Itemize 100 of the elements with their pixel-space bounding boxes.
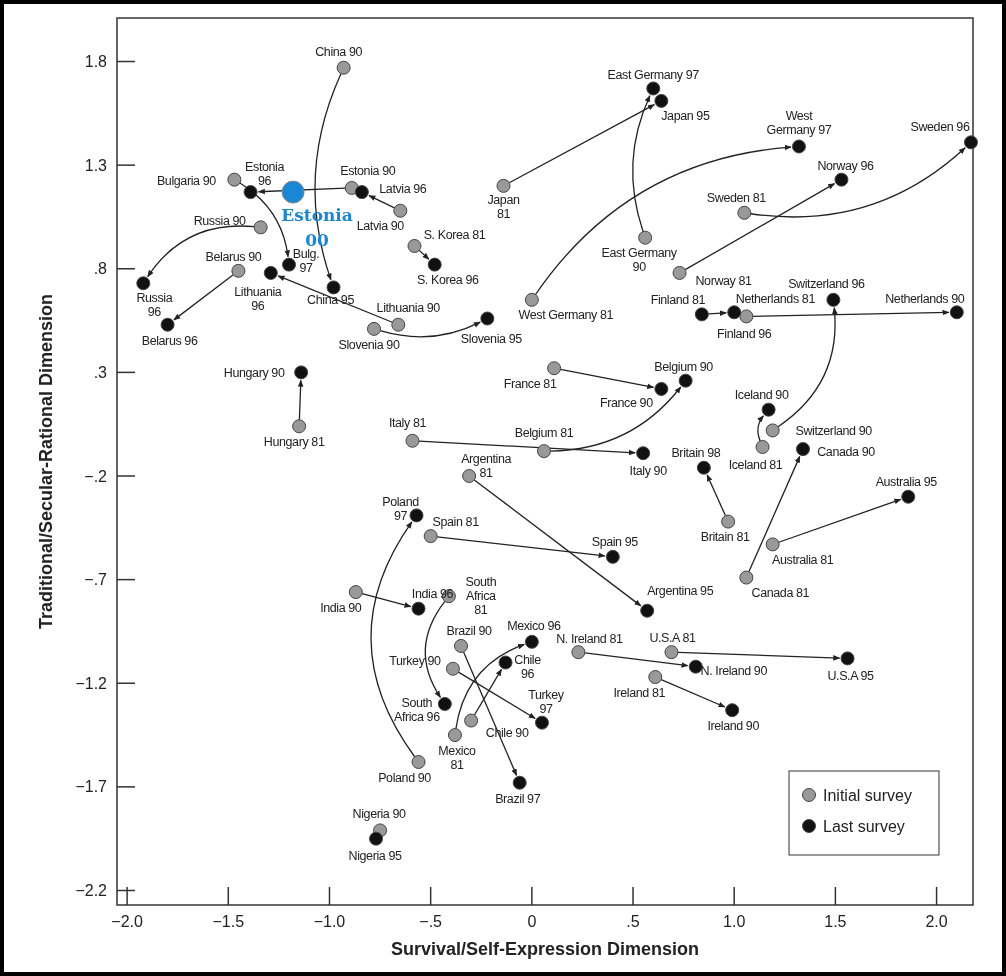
x-tick-label: 1.5 [824,913,847,930]
point [498,655,513,670]
annotation: Russia 96 [136,290,173,319]
annotation: Hungary 81 [263,434,325,449]
annotation: China 90 [315,45,363,60]
point [160,317,175,332]
annotation: Netherlands 90 [885,291,965,306]
point [369,831,384,846]
point [672,265,687,280]
annotation: South Africa 81 [465,574,497,617]
annotation: Britain 81 [700,529,750,544]
annotation: S. Korea 81 [423,228,486,243]
x-tick-label: −2.0 [111,913,144,930]
annotation: Turkey 90 [389,654,442,669]
point [253,220,268,235]
annotation: Belgium 81 [514,425,574,440]
x-tick-label: −.5 [419,913,443,930]
annotation: Nigeria 90 [352,806,407,821]
annotation: Latvia 90 [356,219,405,234]
point [512,775,527,790]
annotation: China 95 [307,292,355,307]
annotation: Argentina 81 [461,452,512,481]
annotation: Finland 96 [717,326,772,341]
point [243,185,258,200]
point [739,570,754,585]
point [447,728,462,743]
y-tick-label: 1.8 [84,53,108,71]
point [409,508,424,523]
annotation: France 90 [600,396,654,411]
point [326,280,341,295]
point [411,755,426,769]
annotation: West Germany 81 [518,308,614,323]
annotation: India 90 [320,601,362,616]
point [496,178,511,193]
annotation: Hungary 90 [223,365,285,380]
point [840,651,855,666]
annotation: Britain 98 [671,446,721,461]
point [688,659,703,674]
point [437,696,452,711]
annotation: Poland 90 [378,771,432,786]
point [136,276,151,291]
annotation: Bulgaria 90 [156,174,217,189]
point [765,537,780,552]
point [367,321,381,336]
annotation: Argentina 95 [647,584,714,599]
point [454,638,469,653]
y-tick-label: .8 [93,260,108,278]
annotation: Nigeria 95 [348,849,402,864]
annotation: Brazil 90 [446,624,492,639]
point [231,263,246,278]
point [636,446,651,461]
point [678,373,693,388]
point [654,381,669,396]
point [696,460,711,475]
annotation: Mexico 81 [438,744,476,773]
annotation: East Germany 90 [601,246,678,275]
point [336,60,351,75]
annotation: Latvia 96 [379,182,427,197]
point [344,180,359,195]
annotation: Turkey 97 [528,688,565,716]
point [462,469,477,484]
point [605,549,620,564]
point [391,317,406,332]
annotation: Slovenia 90 [338,338,400,353]
point [534,715,549,730]
annotation: Norway 81 [695,274,753,289]
point [423,529,438,544]
point [963,135,978,150]
annotation: Switzerland 90 [795,423,873,438]
annotation: Japan 95 [661,109,710,124]
y-tick-label: 1.3 [84,156,108,174]
point [348,585,363,600]
annotation: Sweden 96 [910,119,970,134]
point [834,172,849,187]
point [354,185,369,200]
point [263,265,278,280]
point [646,81,661,96]
annotation: Mexico 96 [507,619,561,634]
point [664,645,679,660]
y-tick-label: −.7 [84,571,108,589]
x-tick-label: .5 [626,913,640,930]
point [640,603,655,618]
point [949,305,964,320]
legend-label: Initial survey [823,786,912,804]
annotation: Iceland 81 [728,458,783,473]
point [761,402,776,417]
annotation: Sweden 81 [706,191,767,206]
annotation: Spain 95 [591,535,639,550]
y-axis-title: Traditional/Secular-Rational Dimension [36,293,56,630]
annotation: N. Ireland 81 [556,631,624,646]
annotation: S. Korea 96 [416,272,479,287]
x-tick-label: 2.0 [925,913,948,930]
point [427,257,442,272]
point [445,661,460,676]
x-tick-label: −1.0 [313,913,346,930]
point [547,361,562,376]
point [292,419,307,434]
y-tick-label: .3 [93,363,108,381]
annotation: Ireland 81 [613,686,666,701]
point [638,230,653,245]
